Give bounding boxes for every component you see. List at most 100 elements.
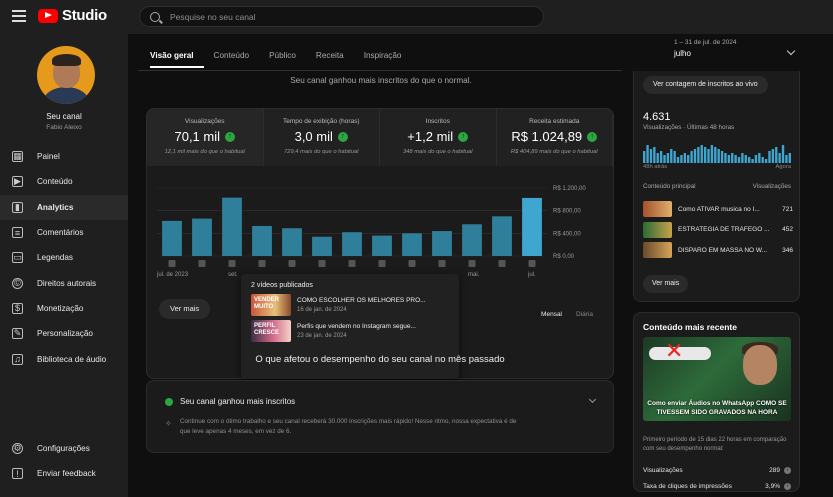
- period-range: 1 – 31 de jul. de 2024: [674, 39, 737, 46]
- tab-4[interactable]: Inspiração: [363, 51, 402, 60]
- audio-library-icon: ♫: [12, 353, 23, 365]
- spark-bar: [764, 159, 768, 163]
- sidebar-item-comments[interactable]: ≡ Comentários: [0, 220, 128, 245]
- video-marker-icon: [348, 260, 356, 267]
- video-marker-icon: [288, 260, 296, 267]
- granularity-toggle: Mensal Diária: [541, 311, 593, 318]
- sparkle-icon: ✧: [165, 419, 172, 428]
- channel-name: Fabio Aleixo: [46, 124, 82, 131]
- search-bar[interactable]: [139, 6, 544, 27]
- search-input[interactable]: [170, 11, 510, 22]
- video-marker-icon: [528, 260, 536, 267]
- tab-2[interactable]: Público: [269, 51, 296, 60]
- youtube-logo-icon: [38, 8, 58, 23]
- top-content-row[interactable]: Como ATIVAR musica no I... 721: [643, 199, 793, 219]
- channel-avatar[interactable]: [37, 46, 95, 104]
- tab-0[interactable]: Visão geral: [150, 51, 204, 68]
- top-content-row[interactable]: ESTRATÉGIA DE TRÁFEGO ... 452: [643, 220, 793, 240]
- sidebar-item-audio-library[interactable]: ♫ Biblioteca de áudio: [0, 346, 128, 371]
- video-marker-icon: [198, 260, 206, 267]
- hamburger-menu-icon[interactable]: [12, 10, 26, 22]
- live-subscriber-count-button[interactable]: Ver contagem de inscritos ao vivo: [643, 76, 768, 94]
- spark-bar: [788, 153, 791, 163]
- info-icon[interactable]: i: [784, 483, 791, 490]
- spark-bar: [768, 151, 771, 163]
- spark-left-label: 48h atrás: [643, 164, 668, 170]
- main-content: Visão geral Conteúdo Público Receita Inspira…: [128, 34, 833, 497]
- bar: [192, 218, 212, 256]
- realtime-sparkline: [643, 145, 791, 163]
- stat-label: Taxa de cliques de impressões: [643, 483, 732, 490]
- spark-bar: [734, 155, 737, 163]
- spark-bar: [761, 157, 764, 163]
- sidebar-item-content[interactable]: ▶ Conteúdo: [0, 169, 128, 194]
- performance-question-title: O que afetou o desempenho do seu canal n…: [255, 354, 505, 365]
- video-thumbnail: [643, 221, 672, 238]
- spark-bar: [744, 155, 747, 163]
- metric-tile[interactable]: Visualizações 70,1 mil ↑ 12,1 mil mais do q…: [147, 109, 264, 166]
- arrow-up-icon: ↑: [458, 131, 469, 142]
- sidebar-item-monetization[interactable]: $ Monetização: [0, 296, 128, 321]
- arrow-up-icon: ↑: [337, 131, 348, 142]
- spark-bar: [646, 145, 649, 163]
- logo-text: Studio: [62, 7, 107, 24]
- sidebar-item-analytics[interactable]: ▮ Analytics: [0, 194, 128, 220]
- see-more-realtime-button[interactable]: Ver mais: [643, 275, 689, 293]
- spark-bar: [687, 155, 690, 163]
- spark-bar: [751, 159, 754, 163]
- sidebar-item-feedback[interactable]: ! Enviar feedback: [0, 461, 128, 486]
- sidebar-item-copyright[interactable]: © Direitos autorais: [0, 270, 128, 295]
- tooltip-video[interactable]: VENDER MUITO COMO ESCOLHER OS MELHORES P…: [251, 294, 449, 316]
- subtitles-icon: ▭: [12, 252, 23, 264]
- gear-icon: ⚙: [12, 443, 23, 455]
- metric-tile[interactable]: Receita estimada R$ 1.024,89 ↑ R$ 404,89 ma…: [496, 109, 613, 166]
- spark-bar: [649, 149, 653, 163]
- sidebar-item-customization[interactable]: ✎ Personalização: [0, 321, 128, 346]
- bar: [282, 228, 302, 256]
- spark-bar: [690, 151, 693, 163]
- spark-bar: [720, 151, 724, 163]
- arrow-up-icon: ↑: [587, 131, 598, 142]
- spark-bar: [710, 145, 714, 163]
- arrow-up-icon: ↑: [225, 131, 236, 142]
- sidebar-item-dashboard[interactable]: ▦ Painel: [0, 144, 128, 169]
- sidebar-item-label: Analytics: [37, 202, 74, 212]
- metric-comparison: 12,1 mil mais do que o habitual: [164, 149, 245, 155]
- spark-right-label: Agora: [775, 164, 791, 170]
- metric-tile[interactable]: Inscritos +1,2 mil ↑ 348 mais do que o habi…: [380, 109, 497, 166]
- top-content-row[interactable]: DISPARO EM MASSA NO W... 346: [643, 240, 793, 260]
- metric-tile[interactable]: Tempo de exibição (horas) 3,0 mil ↑ 729,4 m…: [263, 109, 380, 166]
- latest-content-description: Primeiro período de 15 dias 22 horas em …: [643, 437, 787, 452]
- tab-3[interactable]: Receita: [315, 51, 344, 60]
- video-title: DISPARO EM MASSA NO W...: [678, 246, 768, 254]
- tab-1[interactable]: Conteúdo: [213, 51, 250, 60]
- metric-comparison: 729,4 mais do que o habitual: [284, 149, 359, 155]
- metric-value: 3,0 mil: [294, 129, 333, 144]
- sidebar-item-label: Comentários: [37, 228, 84, 238]
- see-more-button[interactable]: Ver mais: [159, 299, 211, 319]
- sidebar-item-gear[interactable]: ⚙ Configurações: [0, 436, 128, 461]
- sidebar-item-subtitles[interactable]: ▭ Legendas: [0, 245, 128, 270]
- tooltip-video[interactable]: PERFIL CRESCE Perfis que vendem no Insta…: [251, 320, 449, 342]
- stat-value: 289: [769, 467, 780, 474]
- daily-toggle[interactable]: Diária: [576, 311, 593, 318]
- period-selector[interactable]: 1 – 31 de jul. de 2024 julho: [674, 39, 796, 58]
- insight-status-icon: [165, 398, 173, 406]
- latest-video-thumbnail[interactable]: ✕ Como enviar Áudios no WhatsApp COMO SE…: [643, 337, 791, 421]
- chevron-up-icon[interactable]: [588, 395, 597, 404]
- info-icon[interactable]: i: [784, 467, 791, 474]
- metrics-row: Visualizações 70,1 mil ↑ 12,1 mil mais do q…: [147, 109, 613, 166]
- insight-card[interactable]: Seu canal ganhou mais inscritos ✧ Contin…: [146, 380, 614, 453]
- spark-bar: [700, 145, 703, 163]
- spark-bar: [771, 149, 775, 163]
- monthly-toggle[interactable]: Mensal: [541, 311, 563, 318]
- analytics-tabs: Visão geral Conteúdo Público Receita Inspira…: [150, 51, 421, 68]
- x-tick-label: jul. de 2023: [156, 272, 189, 278]
- feedback-icon: !: [12, 468, 23, 480]
- studio-logo[interactable]: Studio: [38, 7, 107, 24]
- search-icon[interactable]: [150, 11, 160, 22]
- spark-bar: [707, 149, 710, 163]
- metric-value: R$ 1.024,89: [511, 129, 583, 144]
- video-marker-icon: [438, 260, 446, 267]
- spark-bar: [683, 153, 687, 163]
